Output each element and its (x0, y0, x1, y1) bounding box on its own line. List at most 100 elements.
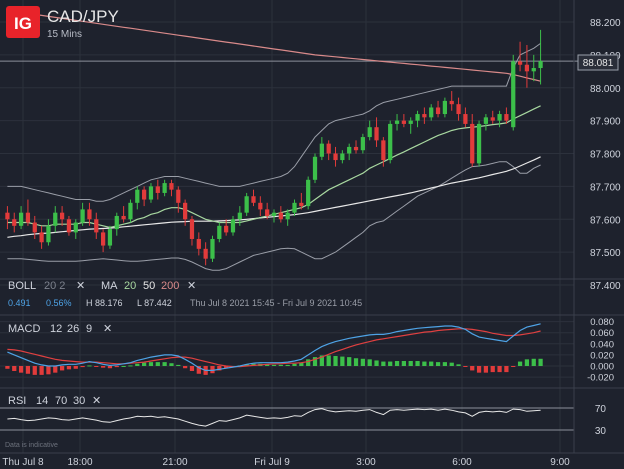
candle-up (237, 212, 242, 220)
candle-up (292, 202, 297, 213)
time-tick-label: 21:00 (162, 457, 187, 468)
macd-histogram-bar (456, 364, 461, 366)
candle-down (463, 114, 468, 124)
candle-up (244, 196, 249, 213)
macd-histogram-bar (244, 364, 249, 366)
high-value: H 88.176 (86, 298, 123, 308)
macd-close-icon[interactable]: ✕ (103, 323, 112, 335)
macd-histogram-bar (340, 356, 345, 366)
ma-close-icon[interactable]: ✕ (187, 280, 196, 292)
price-tick-label: 87.600 (590, 215, 621, 226)
candle-down (121, 215, 126, 220)
change-percent: 0.56% (46, 298, 72, 308)
boll-label[interactable]: BOLL (8, 280, 36, 292)
candle-up (46, 225, 51, 243)
candle-down (142, 189, 147, 200)
price-tick-label: 87.900 (590, 117, 621, 128)
rsi-close-icon[interactable]: ✕ (92, 395, 101, 407)
macd-histogram-bar (87, 365, 92, 367)
candle-down (401, 120, 406, 124)
candle-up (360, 137, 365, 151)
candle-up (367, 127, 372, 138)
macd-tick-label: 0.060 (590, 328, 614, 339)
macd-param-signal[interactable]: 9 (86, 323, 92, 335)
candle-down (504, 114, 509, 121)
macd-histogram-bar (59, 366, 65, 371)
candle-up (128, 202, 133, 220)
ma-period-20[interactable]: 20 (124, 280, 136, 292)
panel-dividers (0, 0, 624, 454)
macd-histogram-bar (107, 366, 113, 369)
rsi-tick-label: 30 (595, 426, 607, 437)
time-tick-label: 3:00 (356, 457, 376, 468)
rsi-param-lower[interactable]: 30 (73, 395, 85, 407)
price-tick-label: 88.200 (590, 18, 621, 29)
macd-histogram-bar (94, 366, 99, 367)
rsi-param-period[interactable]: 14 (36, 395, 48, 407)
ma-label[interactable]: MA (101, 280, 118, 292)
price-tick-label: 87.800 (590, 150, 621, 161)
current-price-box (577, 54, 619, 71)
rsi-label[interactable]: RSI (8, 395, 26, 407)
candle-down (374, 127, 379, 141)
candle-down (333, 153, 338, 161)
candle-up (230, 219, 236, 233)
macd-histogram-bar (73, 366, 78, 369)
ma-period-50[interactable]: 50 (143, 280, 155, 292)
time-tick-label: 9:00 (550, 457, 570, 468)
candle-down (224, 225, 229, 233)
macd-histogram-bar (299, 362, 304, 366)
candle-down (155, 186, 160, 193)
ma-period-200[interactable]: 200 (161, 280, 179, 292)
macd-param-fast[interactable]: 12 (50, 323, 62, 335)
candle-down (353, 146, 359, 151)
macd-param-slow[interactable]: 26 (67, 323, 79, 335)
macd-histogram-bar (148, 362, 154, 366)
candle-up (114, 215, 119, 230)
candle-up (531, 68, 536, 72)
rsi-param-upper[interactable]: 70 (55, 395, 67, 407)
candle-down (278, 212, 283, 220)
macd-histogram-bar (142, 362, 147, 366)
ig-logo (6, 6, 40, 38)
candle-down (189, 219, 195, 239)
macd-histogram-bar (504, 366, 509, 373)
macd-histogram-bar (169, 363, 174, 366)
macd-histogram-bar (360, 358, 365, 366)
macd-histogram-bar (401, 361, 406, 366)
candle-down (449, 100, 454, 105)
candle-up (538, 61, 543, 69)
candle-down (66, 219, 72, 233)
candle-up (476, 123, 482, 164)
candle-up (442, 100, 448, 115)
candle-up (18, 212, 24, 226)
boll-close-icon[interactable]: ✕ (76, 280, 85, 292)
footer-note: Data is indicative (5, 442, 58, 449)
macd-histogram-bar (155, 362, 160, 366)
boll-params[interactable]: 20 2 (44, 280, 65, 292)
macd-histogram-bar (189, 366, 195, 371)
macd-label[interactable]: MACD (8, 323, 40, 335)
candle-down (456, 104, 461, 115)
candle-up (285, 212, 290, 220)
candle-down (203, 248, 208, 259)
macd-line (7, 323, 541, 371)
time-tick-label: Thu Jul 8 (2, 457, 44, 468)
macd-histogram-bar (114, 366, 119, 368)
macd-histogram-bar (66, 366, 72, 370)
candle-down (470, 123, 475, 164)
macd-histogram-bar (381, 361, 386, 366)
candle-down (183, 202, 188, 220)
rsi-header: RSI 14 70 30 ✕ (8, 395, 101, 407)
candle-up (347, 146, 352, 154)
candle-down (5, 212, 10, 220)
candle-up (394, 120, 400, 124)
macd-histogram-bar (353, 358, 359, 366)
candle-up (162, 183, 167, 193)
macd-histogram-bar (217, 366, 222, 371)
candle-down (265, 209, 270, 216)
time-tick-label: 6:00 (452, 457, 472, 468)
pair-title: CAD/JPY (47, 7, 119, 26)
price-tick-label: 87.400 (590, 281, 621, 292)
macd-histogram-bar (538, 358, 543, 366)
